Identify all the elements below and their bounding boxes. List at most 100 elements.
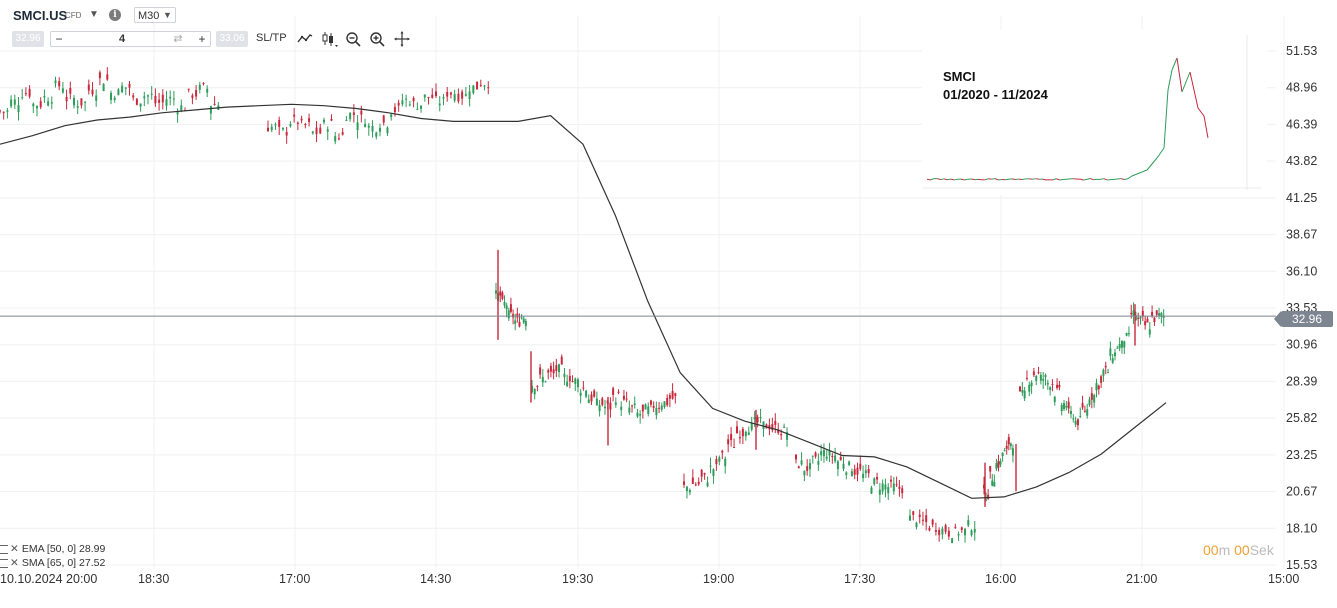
candle: [495, 282, 497, 300]
candle: [420, 105, 423, 113]
settings-lines-icon[interactable]: [0, 544, 8, 554]
settings-lines-icon[interactable]: [0, 558, 8, 568]
candle: [503, 295, 506, 309]
swap-icon[interactable]: ⇄: [173, 33, 183, 45]
candle: [993, 474, 996, 487]
chevron-down-icon[interactable]: ▼: [89, 9, 99, 20]
candle: [293, 107, 296, 123]
candle: [24, 87, 27, 97]
chevron-down-icon[interactable]: ▼: [163, 10, 172, 20]
y-tick-label: 25.82: [1286, 411, 1317, 425]
candle: [1107, 368, 1110, 374]
info-icon[interactable]: i: [109, 9, 121, 21]
candle: [718, 455, 721, 466]
candle: [931, 518, 934, 528]
decrease-quantity-button[interactable]: −: [55, 32, 63, 46]
zoom-out-icon[interactable]: [344, 30, 362, 48]
candle: [1088, 396, 1091, 407]
candle: [655, 401, 658, 420]
candle: [21, 88, 24, 100]
candle: [84, 101, 87, 112]
candle: [438, 95, 441, 112]
candle: [747, 426, 750, 436]
candle: [614, 397, 617, 408]
candle: [147, 94, 149, 105]
history-inset-chart: [922, 35, 1262, 190]
candle: [941, 526, 944, 540]
candle: [65, 89, 68, 110]
y-tick-label: 51.53: [1286, 44, 1317, 58]
candle: [552, 361, 555, 380]
line-chart-icon[interactable]: [296, 30, 314, 48]
candle: [560, 354, 563, 365]
candle: [1139, 315, 1142, 325]
candle: [1037, 366, 1040, 375]
candle: [973, 520, 976, 541]
candle: [1063, 399, 1066, 412]
candle: [668, 392, 671, 408]
candle: [518, 313, 521, 328]
candle: [759, 408, 762, 424]
candle: [423, 94, 426, 102]
candle: [817, 453, 820, 471]
candle: [954, 523, 957, 529]
candle: [944, 523, 947, 535]
timeframe-select[interactable]: M30: [134, 7, 176, 23]
timer-minutes: 00: [1203, 542, 1219, 558]
indicator-ema[interactable]: ✕ EMA [50, 0] 28.99: [0, 543, 105, 555]
candle: [750, 416, 753, 432]
candle: [1144, 315, 1147, 330]
indicator-sma[interactable]: ✕ SMA [65, 0] 27.52: [0, 557, 105, 569]
candle: [694, 482, 697, 487]
candle: [663, 401, 666, 409]
candle: [558, 363, 561, 378]
candle: [700, 469, 703, 483]
candle: [499, 286, 502, 303]
buy-price-button[interactable]: 33.06: [216, 31, 248, 47]
close-icon[interactable]: ✕: [10, 543, 19, 555]
candle: [113, 95, 116, 103]
quantity-input[interactable]: 4: [118, 33, 126, 45]
candle: [267, 120, 269, 132]
candle: [405, 94, 408, 108]
candle: [304, 122, 307, 129]
y-tick-label: 23.25: [1286, 448, 1317, 462]
candlestick-icon[interactable]: [320, 30, 338, 48]
candle: [582, 380, 585, 391]
candle: [176, 108, 179, 123]
candle: [278, 116, 281, 136]
candle: [856, 462, 859, 482]
symbol-name[interactable]: SMCI.US: [13, 8, 68, 23]
candle: [674, 392, 677, 404]
candle: [549, 362, 552, 378]
candle: [876, 472, 879, 484]
close-icon[interactable]: ✕: [10, 557, 19, 569]
candle: [1127, 326, 1130, 337]
sl-tp-button[interactable]: SL/TP: [256, 32, 287, 44]
candle: [206, 85, 209, 98]
candle: [909, 509, 911, 521]
increase-quantity-button[interactable]: +: [198, 32, 206, 46]
candle: [296, 121, 299, 131]
candle: [0, 109, 1, 114]
candle: [1072, 414, 1075, 423]
zoom-in-icon[interactable]: [368, 30, 386, 48]
candle: [544, 380, 547, 383]
candle: [300, 115, 303, 124]
candle: [576, 377, 579, 393]
candle: [918, 509, 921, 524]
candle: [135, 98, 138, 106]
crosshair-icon[interactable]: [393, 30, 411, 48]
candle: [1086, 403, 1089, 419]
candle: [585, 389, 588, 399]
candle: [563, 368, 566, 386]
candle: [61, 82, 64, 94]
candle: [198, 81, 201, 94]
x-tick-label: 17:30: [844, 572, 875, 586]
candle: [132, 93, 135, 101]
sell-price-button[interactable]: 32.96: [12, 31, 44, 47]
candle: [881, 479, 884, 495]
candle: [730, 427, 733, 447]
candle: [360, 105, 363, 123]
